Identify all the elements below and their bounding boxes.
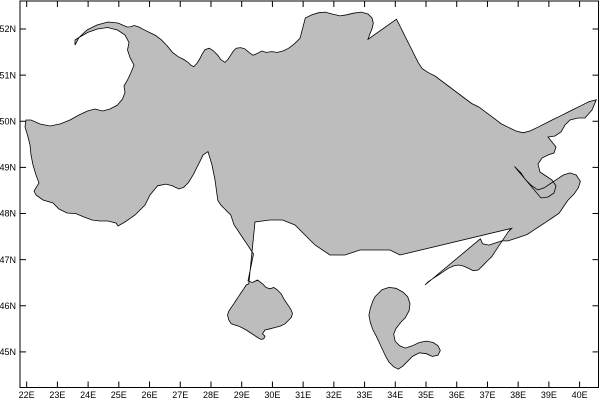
- svg-text:39E: 39E: [541, 390, 557, 400]
- svg-text:47N: 47N: [0, 255, 16, 265]
- svg-text:31E: 31E: [295, 390, 311, 400]
- svg-text:51N: 51N: [0, 70, 16, 80]
- svg-text:35E: 35E: [418, 390, 434, 400]
- svg-text:30E: 30E: [264, 390, 280, 400]
- svg-text:28E: 28E: [203, 390, 219, 400]
- svg-text:26E: 26E: [142, 390, 158, 400]
- svg-text:50N: 50N: [0, 116, 16, 126]
- svg-text:52N: 52N: [0, 24, 16, 34]
- svg-text:36E: 36E: [449, 390, 465, 400]
- svg-text:22E: 22E: [19, 390, 35, 400]
- svg-text:25E: 25E: [111, 390, 127, 400]
- svg-text:37E: 37E: [479, 390, 495, 400]
- svg-text:48N: 48N: [0, 209, 16, 219]
- svg-text:32E: 32E: [326, 390, 342, 400]
- svg-text:29E: 29E: [234, 390, 250, 400]
- svg-text:34E: 34E: [387, 390, 403, 400]
- svg-text:33E: 33E: [357, 390, 373, 400]
- svg-text:24E: 24E: [80, 390, 96, 400]
- svg-text:45N: 45N: [0, 347, 16, 357]
- svg-text:23E: 23E: [49, 390, 65, 400]
- svg-text:49N: 49N: [0, 163, 16, 173]
- svg-text:40E: 40E: [572, 390, 588, 400]
- svg-text:46N: 46N: [0, 301, 16, 311]
- svg-text:27E: 27E: [172, 390, 188, 400]
- svg-text:38E: 38E: [510, 390, 526, 400]
